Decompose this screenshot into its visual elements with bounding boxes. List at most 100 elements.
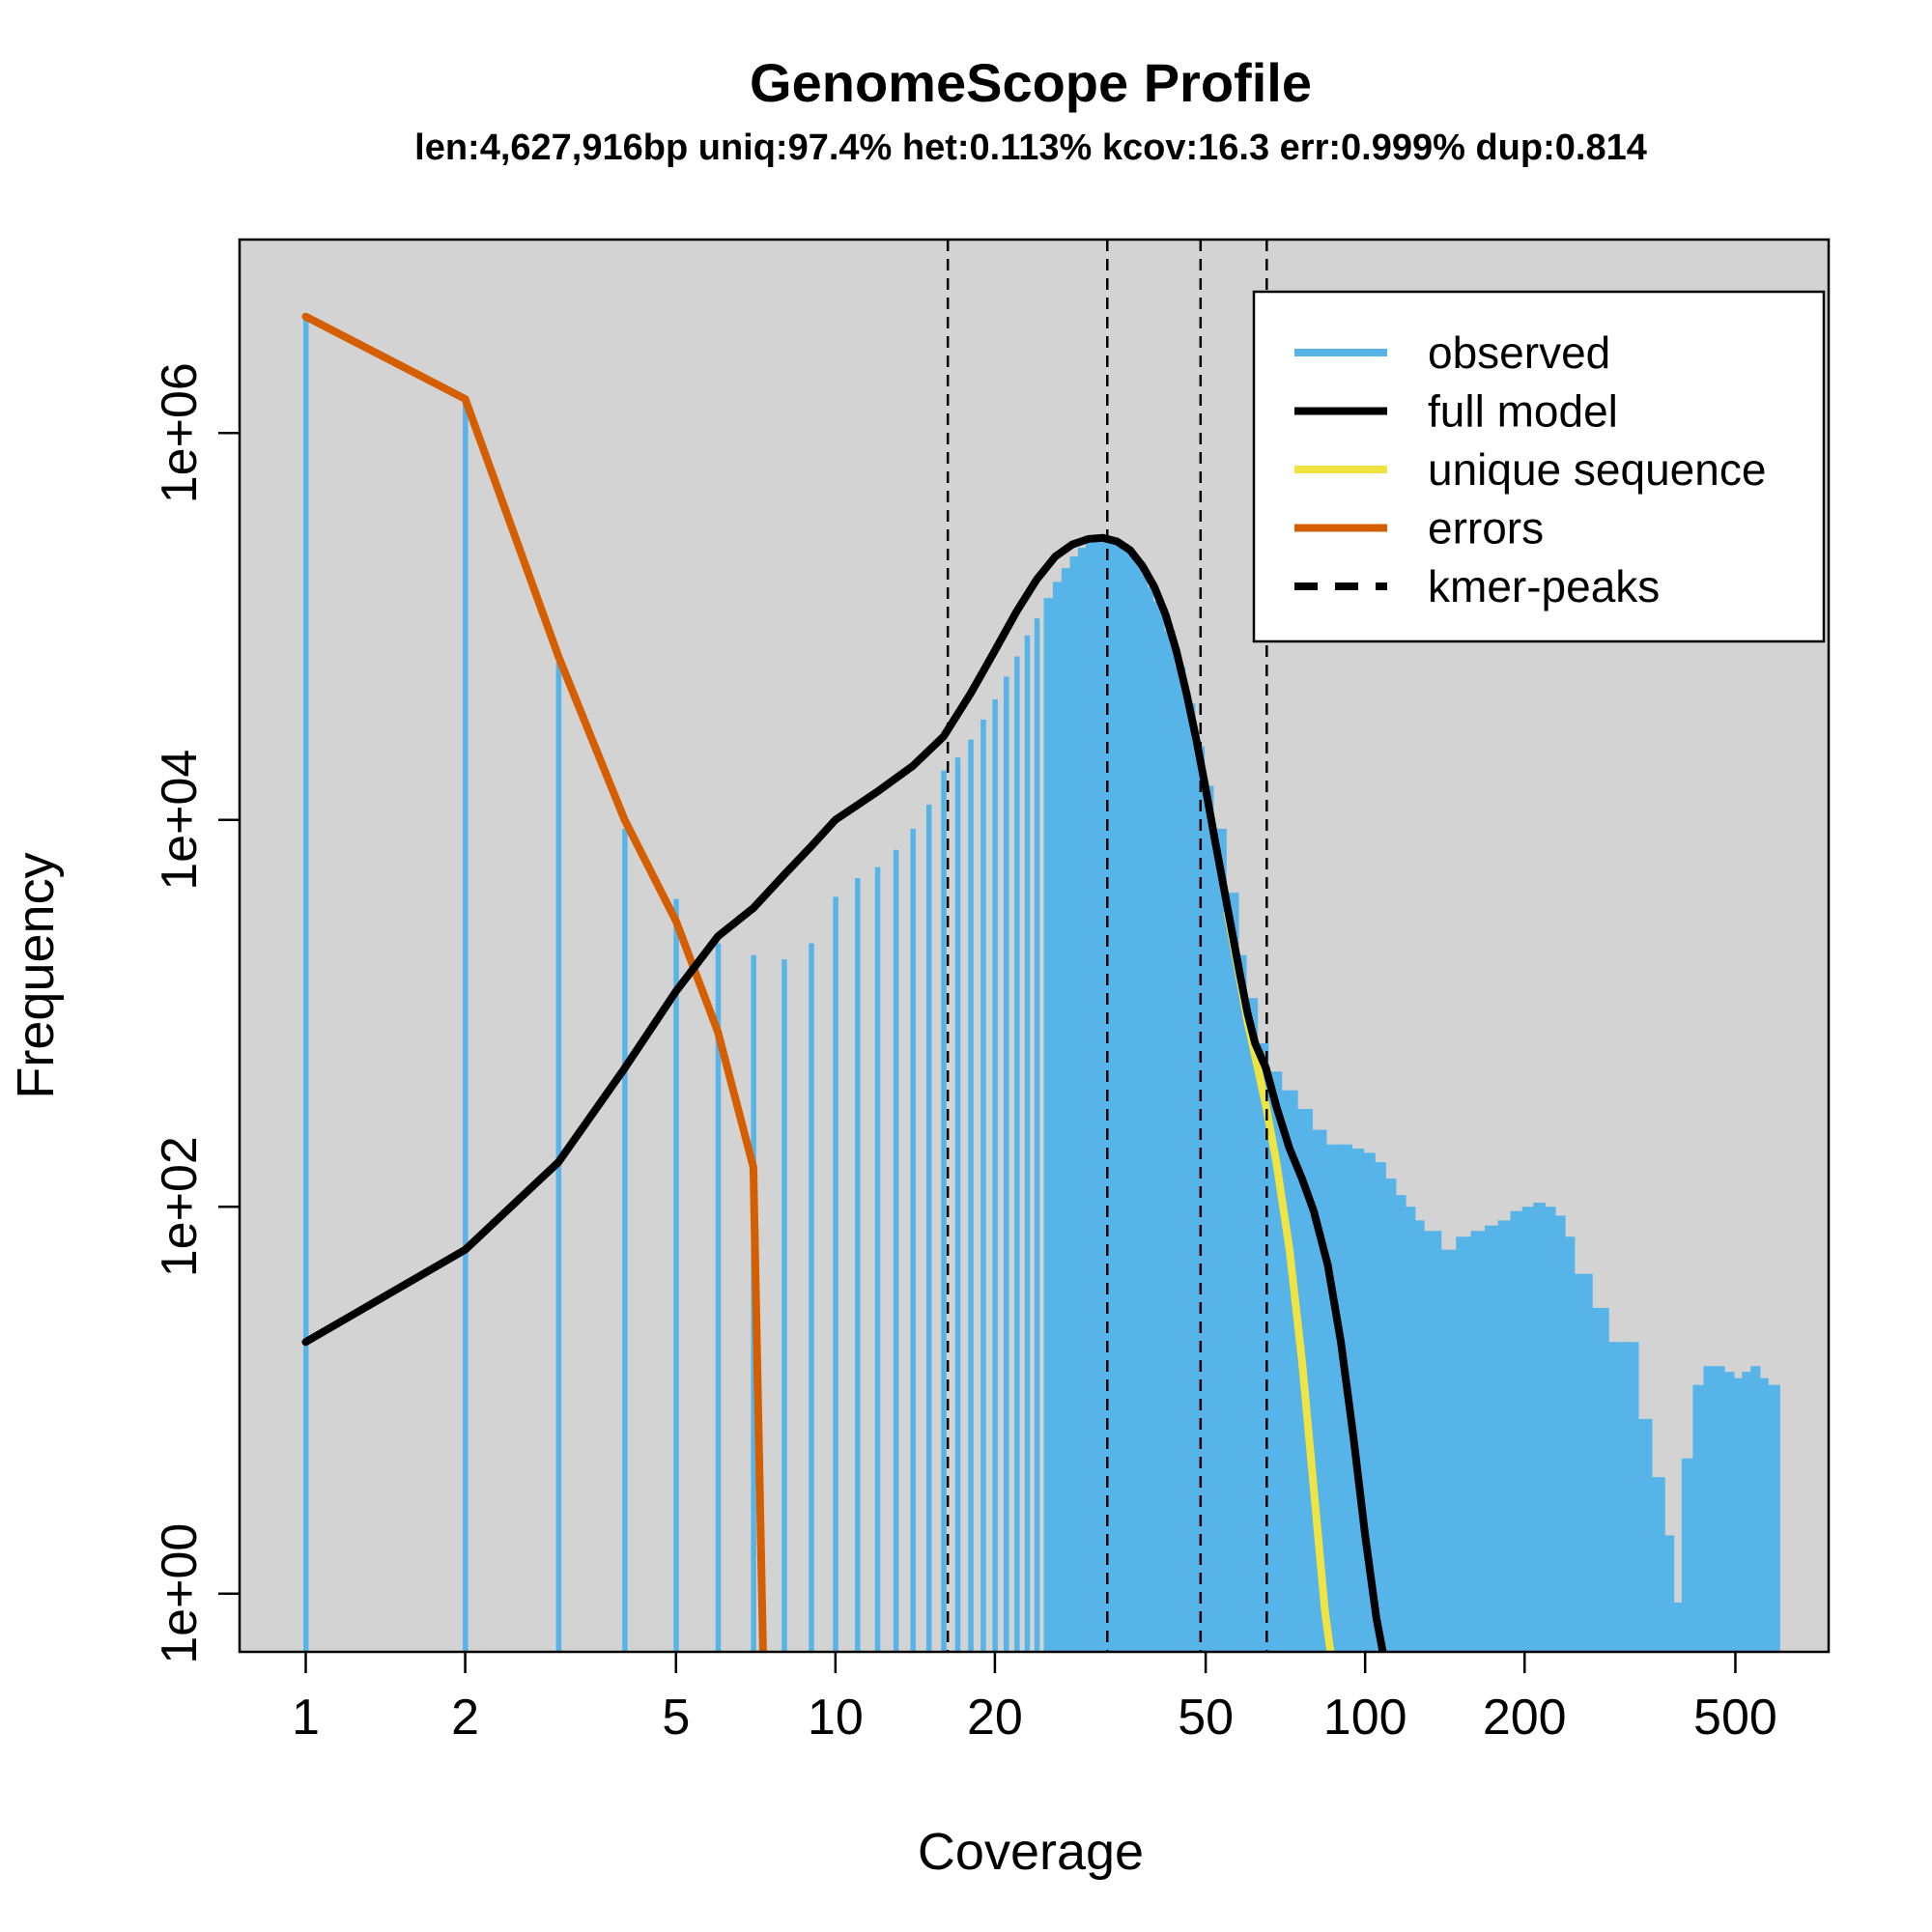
legend: observed full model unique sequence errors k… bbox=[1252, 290, 1826, 643]
y-tick-label: 1e+00 bbox=[152, 1523, 208, 1664]
observed-bar bbox=[622, 828, 628, 1652]
x-tick-label: 20 bbox=[967, 1690, 1023, 1746]
observed-bar bbox=[1146, 586, 1153, 1652]
observed-bar bbox=[1183, 703, 1196, 1652]
observed-bar bbox=[1423, 1231, 1442, 1652]
observed-bar bbox=[1750, 1366, 1761, 1652]
observed-bar bbox=[1127, 554, 1136, 1652]
observed-bar bbox=[1742, 1372, 1752, 1652]
x-tick-label: 5 bbox=[662, 1690, 690, 1746]
x-tick-label: 100 bbox=[1323, 1690, 1407, 1746]
observed-bar bbox=[1004, 676, 1009, 1652]
x-axis-label: Coverage bbox=[918, 1823, 1144, 1881]
observed-bar bbox=[1061, 568, 1072, 1652]
observed-bar bbox=[1732, 1378, 1744, 1652]
observed-bar bbox=[1014, 656, 1020, 1652]
observed-bar bbox=[980, 719, 986, 1652]
observed-bar bbox=[1651, 1477, 1665, 1652]
observed-bar bbox=[968, 739, 974, 1652]
observed-bar bbox=[1069, 556, 1080, 1652]
observed-bar bbox=[303, 316, 309, 1652]
observed-bar bbox=[1052, 582, 1064, 1652]
observed-bar bbox=[1470, 1231, 1487, 1652]
observed-bar bbox=[833, 896, 838, 1652]
errors-line bbox=[301, 312, 767, 1652]
observed-bar bbox=[1663, 1535, 1675, 1652]
x-tick-label: 200 bbox=[1483, 1690, 1567, 1746]
x-tick-label: 50 bbox=[1178, 1690, 1234, 1746]
observed-bar bbox=[925, 804, 932, 1652]
x-tick-label: 1 bbox=[292, 1690, 320, 1746]
observed-bar bbox=[941, 770, 947, 1652]
x-tick-label: 10 bbox=[808, 1690, 864, 1746]
observed-bar bbox=[910, 828, 916, 1652]
observed-bar bbox=[1211, 828, 1227, 1652]
y-axis-label: Frequency bbox=[7, 852, 65, 1098]
legend-label: unique sequence bbox=[1428, 444, 1766, 495]
observed-bar bbox=[1374, 1162, 1386, 1652]
observed-bar bbox=[1623, 1342, 1639, 1652]
observed-bar bbox=[893, 849, 899, 1652]
observed-bar bbox=[715, 943, 722, 1652]
y-tick-label: 1e+04 bbox=[152, 750, 208, 891]
observed-bar bbox=[1140, 574, 1148, 1652]
plot-content bbox=[301, 240, 1780, 1652]
observed-bar bbox=[1544, 1207, 1556, 1652]
observed-bar bbox=[855, 878, 861, 1652]
legend-label: observed bbox=[1428, 327, 1610, 378]
chart-title: GenomeScope Profile bbox=[750, 52, 1312, 113]
legend-label: kmer-peaks bbox=[1428, 561, 1660, 611]
observed-bar bbox=[1672, 1602, 1684, 1652]
observed-bar bbox=[1497, 1220, 1513, 1652]
observed-bar bbox=[673, 898, 679, 1652]
observed-bar bbox=[1775, 1384, 1780, 1652]
observed-bar bbox=[1485, 1225, 1500, 1652]
observed-bar bbox=[1324, 1144, 1341, 1652]
observed-bar bbox=[1714, 1366, 1725, 1652]
observed-bar bbox=[1439, 1249, 1458, 1652]
observed-bar bbox=[1767, 1384, 1776, 1652]
observed-bar bbox=[1456, 1236, 1473, 1652]
observed-bar bbox=[1521, 1207, 1535, 1652]
observed-bar bbox=[1554, 1215, 1566, 1652]
y-tick-label: 1e+06 bbox=[152, 362, 208, 503]
observed-bar bbox=[1100, 538, 1110, 1652]
observed-bar bbox=[1636, 1418, 1653, 1652]
legend-label: errors bbox=[1428, 503, 1544, 554]
observed-bar bbox=[463, 398, 469, 1652]
observed-bar bbox=[1107, 539, 1117, 1652]
legend-label: full model bbox=[1428, 386, 1618, 437]
observed-bar bbox=[874, 867, 881, 1652]
observed-bar bbox=[1174, 667, 1186, 1652]
observed-bar bbox=[954, 757, 961, 1652]
plot-border bbox=[238, 238, 1831, 1654]
observed-bar bbox=[1266, 1071, 1283, 1652]
observed-bar bbox=[1151, 601, 1165, 1652]
observed-bar bbox=[1280, 1090, 1298, 1652]
observed-bar bbox=[1758, 1378, 1769, 1652]
observed-bar bbox=[1121, 548, 1129, 1652]
observed-bar bbox=[809, 943, 814, 1652]
observed-bar bbox=[1193, 746, 1206, 1652]
observed-bar bbox=[1093, 539, 1102, 1652]
observed-bar bbox=[1510, 1210, 1524, 1652]
x-tick-label: 2 bbox=[451, 1690, 479, 1746]
observed-bar bbox=[1692, 1384, 1706, 1652]
observed-bar bbox=[1203, 785, 1214, 1652]
observed-bar bbox=[992, 698, 998, 1652]
observed-bar bbox=[1024, 635, 1031, 1652]
plot-area: 1 2 5 10 20 50 100 200 500 1e+00 1e+02 1e+04 1e+06 ob… bbox=[152, 238, 1831, 1746]
observed-bar bbox=[781, 959, 787, 1652]
observed-bar bbox=[1225, 893, 1239, 1652]
observed-bar bbox=[1163, 630, 1176, 1652]
observed-bar bbox=[1533, 1202, 1546, 1652]
y-tick-label: 1e+02 bbox=[152, 1136, 208, 1277]
observed-bar bbox=[1607, 1342, 1625, 1652]
observed-bar bbox=[1405, 1207, 1416, 1652]
observed-bar bbox=[1384, 1178, 1397, 1652]
observed-bar bbox=[1413, 1220, 1425, 1652]
observed-bar bbox=[1034, 618, 1040, 1652]
observed-bar bbox=[1245, 998, 1259, 1652]
observed-bar bbox=[1077, 548, 1088, 1652]
